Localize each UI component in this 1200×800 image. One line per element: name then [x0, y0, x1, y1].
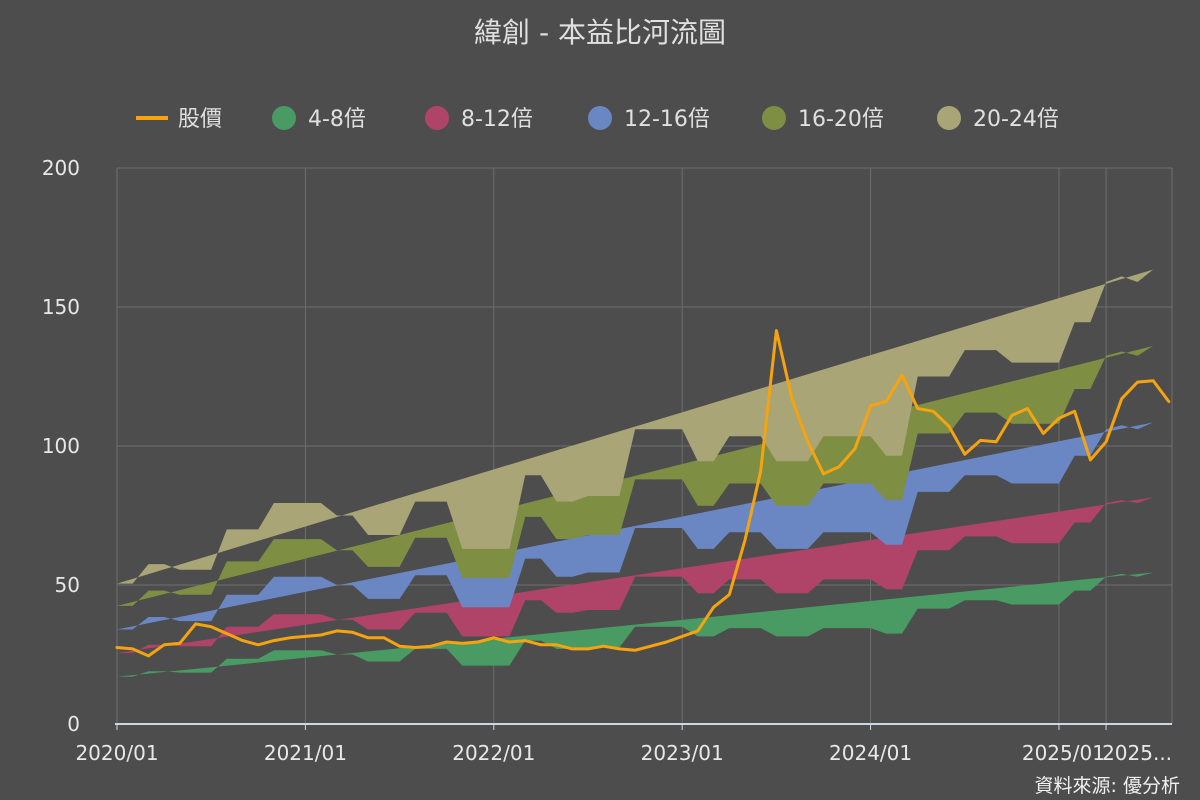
y-tick-label: 50: [55, 573, 80, 597]
legend-label: 12-16倍: [624, 107, 710, 132]
y-tick-label: 0: [67, 712, 80, 736]
legend-item[interactable]: 8-12倍: [425, 106, 533, 132]
legend-dot-swatch: [588, 106, 612, 130]
band-4-8倍: [117, 572, 1154, 677]
legend-label: 4-8倍: [308, 107, 366, 132]
legend-label: 股價: [178, 107, 222, 132]
legend-item[interactable]: 12-16倍: [588, 106, 710, 132]
axis-layer: [115, 723, 1172, 730]
x-tick-label: 2024/01: [829, 741, 912, 765]
x-tick-label: 2025...: [1102, 741, 1172, 765]
x-tick-label: 2021/01: [264, 741, 347, 765]
bands-layer: [117, 269, 1154, 677]
band-20-24倍: [117, 269, 1154, 584]
legend-dot-swatch: [425, 106, 449, 130]
legend-item[interactable]: 股價: [136, 107, 222, 132]
y-tick-label: 100: [42, 434, 80, 458]
band-12-16倍: [117, 422, 1154, 630]
legend-item[interactable]: 16-20倍: [762, 106, 884, 132]
x-tick-label: 2023/01: [641, 741, 724, 765]
price-layer: [115, 329, 1171, 658]
ticks-layer: 0 50 100 150 200 2020/01 2021/01 2022/01 2023/01…: [42, 156, 1172, 765]
legend-label: 16-20倍: [798, 107, 884, 132]
y-tick-label: 150: [42, 295, 80, 319]
legend-item[interactable]: 4-8倍: [272, 106, 366, 132]
legend-item[interactable]: 20-24倍: [937, 106, 1059, 132]
band-16-20倍: [117, 345, 1154, 606]
x-tick-label: 2025/01: [1022, 741, 1105, 765]
price-line: [115, 329, 1171, 658]
legend-dot-swatch: [937, 106, 961, 130]
legend-dot-swatch: [762, 106, 786, 130]
source-label: 資料來源: 優分析: [1035, 775, 1180, 797]
y-tick-label: 200: [42, 156, 80, 180]
legend: 股價 4-8倍 8-12倍 12-16倍 16-20倍 20-24倍: [136, 106, 1059, 132]
legend-label: 8-12倍: [461, 107, 533, 132]
legend-dot-swatch: [272, 106, 296, 130]
chart-title: 緯創 - 本益比河流圖: [474, 16, 726, 49]
legend-label: 20-24倍: [973, 107, 1059, 132]
x-tick-label: 2022/01: [452, 741, 535, 765]
x-tick-label: 2020/01: [75, 741, 158, 765]
